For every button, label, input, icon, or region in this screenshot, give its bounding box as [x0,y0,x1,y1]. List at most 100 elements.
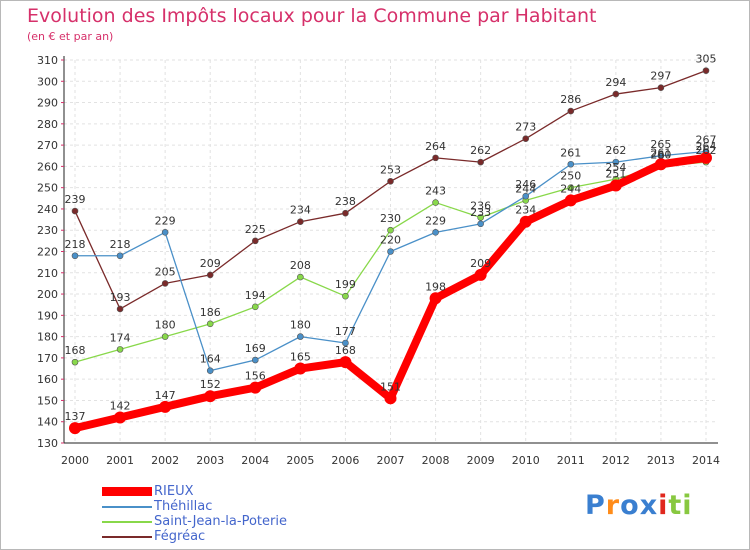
data-label: 264 [696,140,717,153]
data-label: 186 [200,306,221,319]
data-point [657,84,665,91]
y-tick-label: 310 [37,54,58,67]
data-point [612,158,620,166]
data-point [294,362,307,375]
data-point [206,367,214,374]
data-point [432,154,439,162]
data-point [251,237,259,245]
data-label: 208 [290,259,311,272]
legend-swatch [102,506,152,508]
data-point [609,179,622,192]
data-label: 261 [560,146,581,159]
data-label: 238 [335,195,356,208]
data-point [249,381,262,394]
data-point [69,422,81,435]
y-tick-label: 170 [37,352,58,365]
y-tick-label: 210 [37,267,58,280]
data-label: 156 [245,370,266,383]
data-label: 209 [470,257,491,270]
y-tick-label: 250 [37,182,58,195]
data-label: 244 [560,182,581,195]
data-point [161,333,169,340]
data-point [612,90,620,98]
logo-letter: t [668,490,683,521]
x-tick-label: 2012 [602,454,630,467]
data-label: 218 [110,238,131,251]
data-label: 168 [65,344,86,357]
x-tick-label: 2009 [467,454,495,467]
data-label: 297 [650,70,671,83]
y-tick-label: 280 [37,118,58,131]
x-tick-label: 2000 [61,454,89,467]
x-tick-label: 2005 [286,454,314,467]
data-label: 151 [380,380,401,393]
data-label: 194 [245,289,266,302]
data-label: 233 [470,206,491,219]
data-point [251,303,259,311]
y-tick-label: 230 [37,224,58,237]
data-label: 180 [290,319,311,332]
y-tick-label: 160 [37,373,58,386]
data-label: 229 [155,214,176,227]
x-tick-label: 2013 [647,454,675,467]
logo-letter: i [658,490,669,521]
x-tick-label: 2008 [422,454,450,467]
data-point [567,184,575,191]
data-label: 262 [696,144,717,157]
data-label: 164 [200,353,221,366]
data-point [161,229,169,236]
data-label: 236 [470,199,491,212]
data-point [477,214,484,221]
proxiti-logo: Proxiti [585,490,693,521]
data-label: 234 [290,204,311,217]
data-point [297,218,304,226]
data-point [71,358,79,366]
logo-letter: x [639,490,659,521]
data-point [522,135,530,143]
chart-title: Evolution des Impôts locaux pour la Comm… [27,5,597,27]
data-point [567,107,575,115]
data-label: 152 [200,378,221,391]
data-label: 253 [380,163,401,176]
logo-letter: o [620,490,640,521]
data-label: 246 [515,178,536,191]
data-label: 230 [380,212,401,225]
data-label: 180 [155,319,176,332]
x-tick-label: 2001 [106,454,134,467]
x-tick-label: 2014 [692,454,720,467]
data-point [206,320,214,328]
data-label: 177 [335,325,356,338]
data-point [387,226,394,234]
data-point [477,158,484,166]
data-label: 199 [335,278,356,291]
data-label: 243 [425,185,446,198]
data-label: 218 [65,238,86,251]
data-point [432,229,439,236]
data-label: 244 [515,182,536,195]
data-point [654,158,667,171]
data-point [519,215,532,228]
data-label: 260 [650,148,671,161]
logo-letter: r [605,490,621,521]
data-point [564,194,577,207]
data-point [297,273,304,281]
data-label: 220 [380,234,401,247]
data-point [387,248,394,255]
logo-letter: i [682,490,693,521]
data-label: 265 [650,138,671,151]
data-label: 165 [290,351,311,364]
data-label: 239 [65,193,86,206]
legend-swatch [102,521,152,523]
data-label: 168 [335,344,356,357]
legend-label: RIEUX [154,484,194,499]
data-point [204,390,217,403]
x-tick-label: 2003 [196,454,224,467]
data-label: 264 [425,140,446,153]
data-point [567,160,575,168]
data-point [522,192,530,200]
data-label: 234 [515,204,536,217]
data-point [342,339,349,347]
data-label: 225 [245,223,266,236]
data-label: 137 [65,410,86,423]
data-label: 250 [560,170,581,183]
